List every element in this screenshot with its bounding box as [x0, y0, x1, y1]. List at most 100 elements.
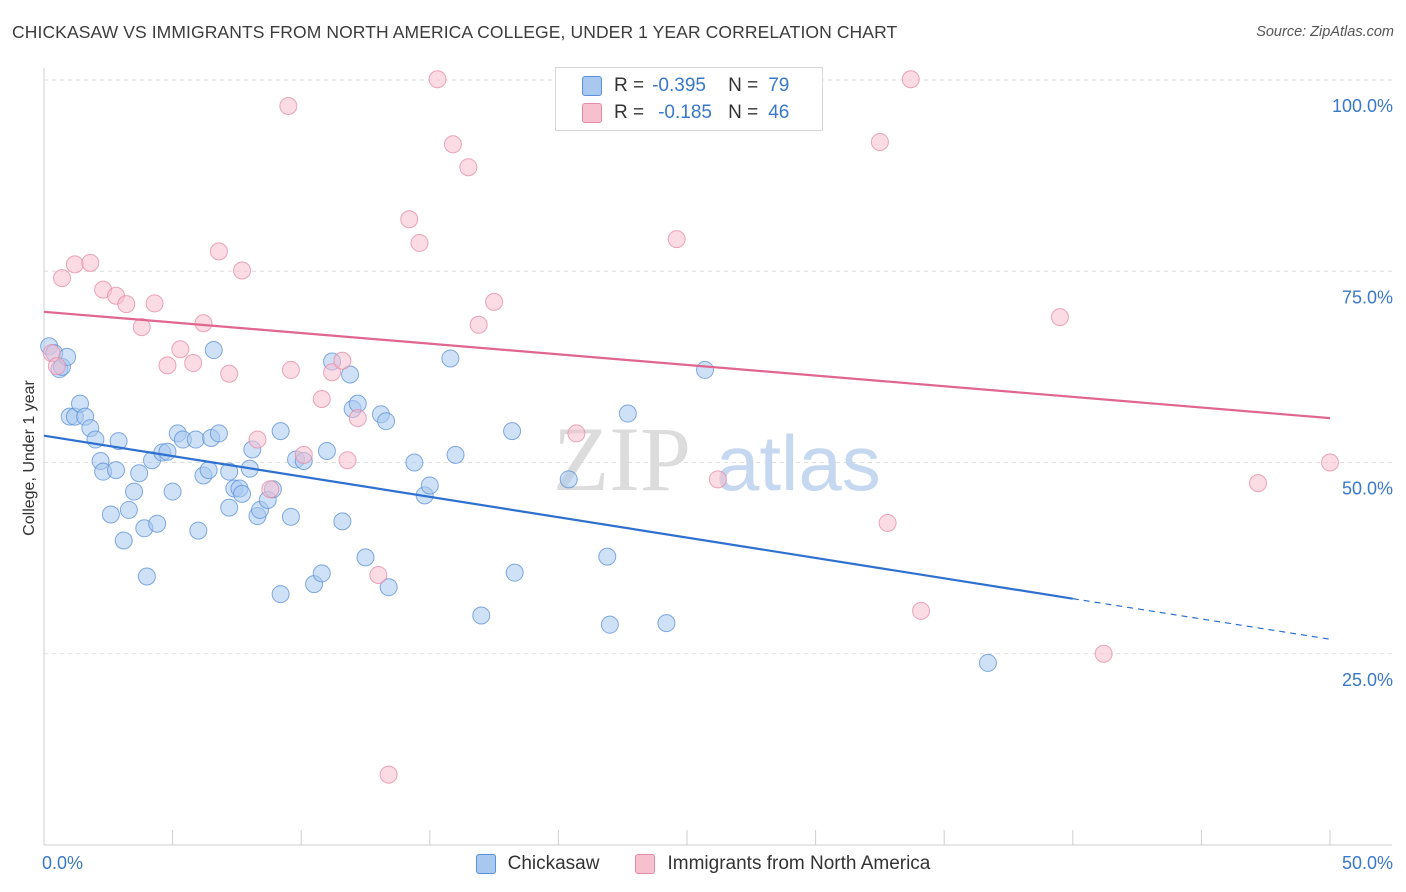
data-point[interactable] [1321, 453, 1339, 472]
data-point[interactable] [130, 464, 149, 483]
data-point[interactable] [81, 253, 100, 272]
data-point[interactable] [248, 430, 267, 449]
data-point[interactable] [598, 547, 617, 566]
legend-item-immigrants[interactable]: Immigrants from North America [635, 853, 930, 875]
data-point[interactable] [317, 442, 336, 461]
data-point[interactable] [114, 531, 133, 550]
data-point[interactable] [696, 360, 715, 379]
data-point[interactable] [261, 480, 280, 499]
data-point[interactable] [377, 412, 396, 431]
data-point[interactable] [312, 390, 331, 409]
data-point[interactable] [312, 564, 331, 583]
data-point[interactable] [209, 242, 228, 261]
data-point[interactable] [348, 409, 367, 428]
data-point[interactable] [428, 70, 447, 89]
data-point[interactable] [119, 500, 138, 519]
data-point[interactable] [209, 424, 228, 443]
data-point[interactable] [132, 318, 151, 337]
legend-r-value-chickasaw: -0.395 [652, 75, 706, 96]
data-point[interactable] [145, 294, 164, 313]
data-point[interactable] [356, 548, 375, 567]
data-point[interactable] [117, 295, 136, 314]
data-point[interactable] [870, 132, 889, 151]
data-point[interactable] [333, 351, 352, 370]
data-point[interactable] [379, 765, 398, 784]
data-point[interactable] [163, 482, 182, 501]
data-point[interactable] [469, 315, 488, 334]
data-point[interactable] [194, 314, 213, 333]
legend-swatch-chickasaw [475, 854, 496, 874]
data-point[interactable] [878, 513, 897, 532]
data-point[interactable] [472, 606, 491, 625]
data-point[interactable] [441, 349, 460, 368]
data-point[interactable] [233, 484, 252, 503]
data-point[interactable] [125, 482, 144, 501]
series-legend: Chickasaw Immigrants from North America [0, 851, 1406, 877]
data-point[interactable] [333, 512, 352, 531]
data-point[interactable] [505, 563, 524, 582]
data-point[interactable] [443, 135, 462, 154]
watermark-atlas: atlas [716, 419, 881, 507]
legend-swatch-immigrants [582, 103, 602, 123]
data-point[interactable] [600, 615, 619, 634]
data-point[interactable] [912, 601, 931, 620]
data-point[interactable] [657, 614, 676, 633]
data-point[interactable] [184, 354, 203, 373]
legend-label-immigrants: Immigrants from North America [667, 853, 931, 874]
data-point[interactable] [559, 470, 578, 489]
data-point[interactable] [369, 565, 388, 584]
data-point[interactable] [199, 461, 218, 480]
data-point[interactable] [233, 261, 252, 280]
data-point[interactable] [323, 363, 342, 382]
data-point[interactable] [400, 210, 419, 229]
data-point[interactable] [109, 432, 128, 451]
data-point[interactable] [667, 230, 686, 249]
data-point[interactable] [279, 97, 298, 116]
data-point[interactable] [189, 521, 208, 540]
data-point[interactable] [294, 445, 313, 464]
x-tick-marks [43, 830, 1331, 845]
data-point[interactable] [204, 341, 223, 360]
data-point[interactable] [485, 292, 504, 311]
data-point[interactable] [220, 364, 239, 383]
legend-item-chickasaw[interactable]: Chickasaw [475, 853, 600, 875]
data-point[interactable] [567, 424, 586, 443]
data-point[interactable] [338, 451, 357, 470]
data-point[interactable] [47, 357, 66, 376]
data-point[interactable] [220, 462, 239, 481]
legend-label-chickasaw: Chickasaw [507, 853, 600, 874]
data-point[interactable] [1248, 474, 1267, 493]
axes [43, 68, 1392, 846]
data-point[interactable] [503, 422, 522, 441]
data-point[interactable] [271, 422, 290, 441]
data-point[interactable] [379, 578, 398, 597]
data-point[interactable] [148, 514, 167, 533]
data-point[interactable] [107, 461, 126, 480]
data-point[interactable] [158, 442, 177, 461]
data-point[interactable] [186, 430, 205, 449]
data-point[interactable] [1050, 308, 1069, 327]
trend-line-chickasaw [43, 434, 1073, 600]
data-point[interactable] [65, 255, 84, 274]
data-point[interactable] [101, 505, 120, 524]
data-point[interactable] [158, 356, 177, 375]
data-point[interactable] [1094, 644, 1113, 663]
trend-line-immigrants [43, 310, 1331, 420]
data-point[interactable] [410, 233, 429, 252]
data-point[interactable] [271, 585, 290, 604]
data-point[interactable] [53, 269, 72, 288]
data-point[interactable] [171, 340, 190, 359]
data-point[interactable] [446, 445, 465, 464]
data-point[interactable] [341, 365, 360, 384]
data-point[interactable] [281, 507, 300, 526]
data-point[interactable] [459, 158, 478, 177]
data-point[interactable] [618, 404, 637, 423]
data-point[interactable] [708, 470, 727, 489]
data-point[interactable] [281, 360, 300, 379]
data-point[interactable] [405, 453, 424, 472]
data-point[interactable] [978, 653, 997, 672]
data-point[interactable] [420, 476, 439, 495]
data-point[interactable] [220, 498, 239, 517]
data-point[interactable] [901, 70, 920, 89]
data-point[interactable] [137, 567, 156, 586]
